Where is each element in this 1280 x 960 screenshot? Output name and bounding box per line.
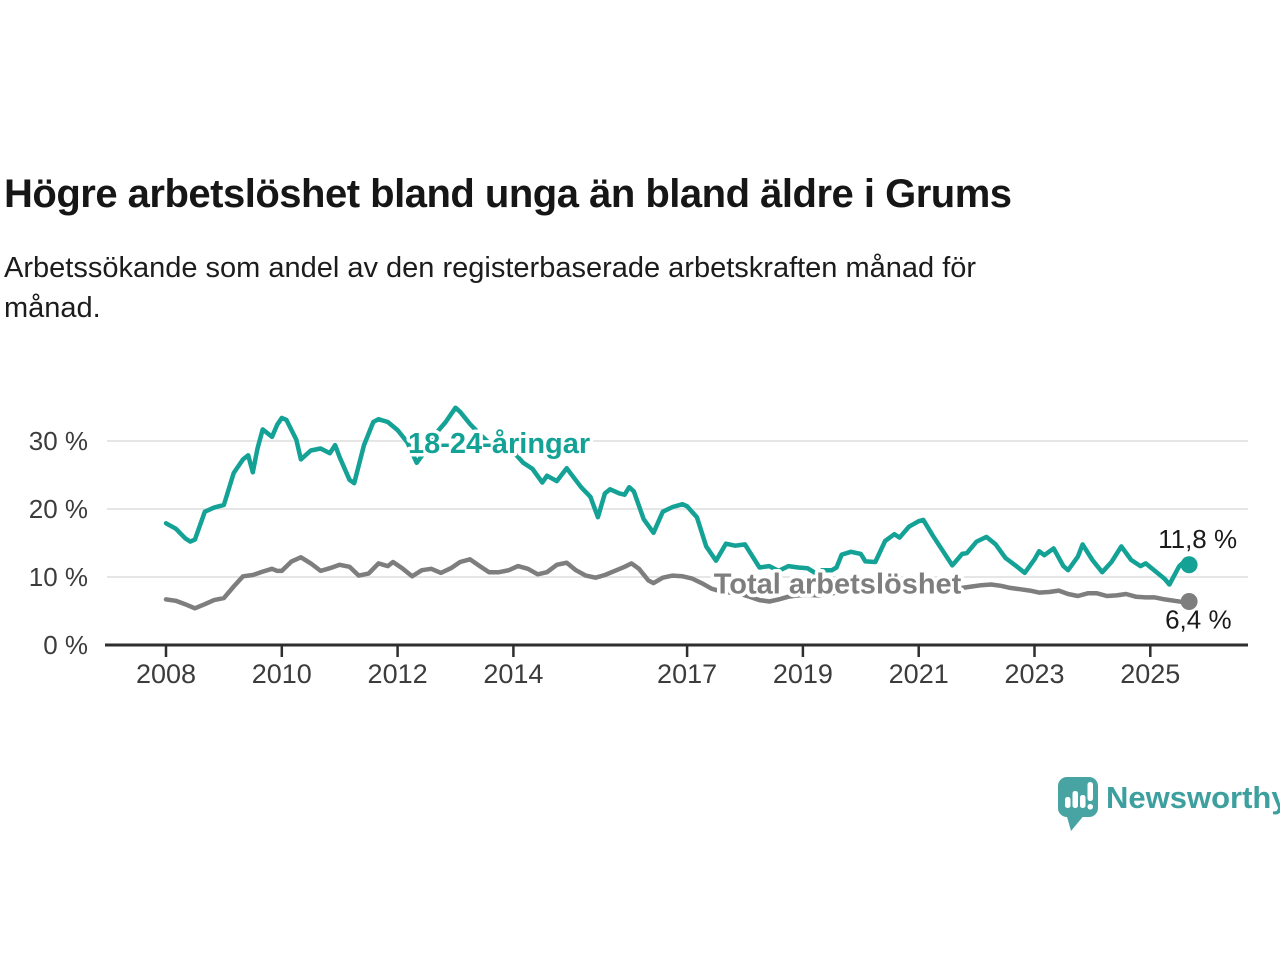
y-tick-label-30: 30 % [29,426,88,456]
series-label-total: Total arbetslöshet [714,569,962,601]
end-dot-young [1180,556,1198,574]
x-tick-label-2014: 2014 [483,659,543,689]
x-tick-label-2019: 2019 [773,659,833,689]
newsworthy-brand: Newsworthy [1056,772,1280,832]
newsworthy-wordmark: Newsworthy [1106,780,1280,815]
chart-description-line-1: Arbetssökande som andel av den registerb… [4,252,977,284]
x-tick-label-2017: 2017 [657,659,717,689]
y-tick-label-10: 10 % [29,562,88,592]
end-value-total: 6,4 % [1165,604,1232,634]
x-tick-label-2025: 2025 [1120,659,1180,689]
chart-canvas: 0 % 10 % 20 % 30 % 2008 2010 2012 2014 2017 2019 2… [29,405,1248,689]
x-tick-label-2023: 2023 [1004,659,1064,689]
y-tick-label-0: 0 % [43,630,88,660]
y-tick-label-20: 20 % [29,494,88,524]
line-total-unemployment [163,555,1192,611]
newsworthy-logo-icon [1058,777,1098,831]
x-tick-label-2010: 2010 [252,659,312,689]
x-tick-label-2012: 2012 [368,659,428,689]
end-dot-total [1180,592,1198,610]
x-tick-label-2008: 2008 [136,659,196,689]
page-title: Högre arbetslöshet bland unga än bland ä… [4,171,1012,216]
series-label-young: 18-24-åringar [408,428,590,460]
chart-description-line-2: månad. [4,292,101,324]
unemployment-line-chart: 0 % 10 % 20 % 30 % 2008 2010 2012 2014 2017 2019 2… [0,380,1280,720]
x-tick-label-2021: 2021 [889,659,949,689]
end-value-young: 11,8 % [1158,524,1237,554]
line-young-18-24 [163,405,1192,587]
chart-description: Arbetssökande som andel av den registerb… [4,248,1204,328]
